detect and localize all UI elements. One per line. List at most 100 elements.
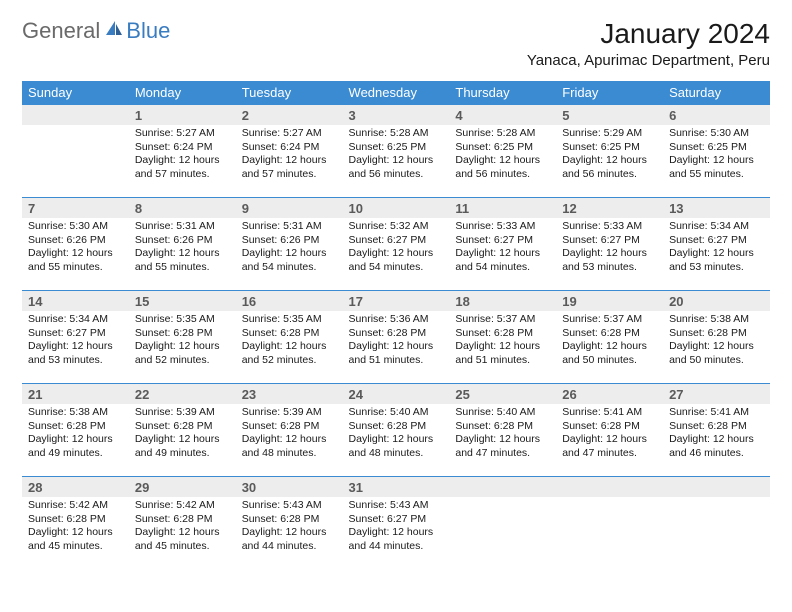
day-number: 25 [449,384,556,404]
sunset-line: Sunset: 6:28 PM [669,327,764,341]
calendar-cell [556,477,663,570]
day-number: 12 [556,198,663,218]
sunrise-line: Sunrise: 5:27 AM [135,127,230,141]
sunset-line: Sunset: 6:28 PM [135,327,230,341]
day-info: Sunrise: 5:28 AMSunset: 6:25 PMDaylight:… [449,125,556,186]
day-number: 26 [556,384,663,404]
calendar-cell [663,477,770,570]
calendar-cell: 25Sunrise: 5:40 AMSunset: 6:28 PMDayligh… [449,384,556,477]
calendar-cell: 1Sunrise: 5:27 AMSunset: 6:24 PMDaylight… [129,105,236,198]
weekday-header: Monday [129,81,236,105]
day-number: 20 [663,291,770,311]
sunset-line: Sunset: 6:24 PM [135,141,230,155]
calendar-table: Sunday Monday Tuesday Wednesday Thursday… [22,81,770,570]
sunset-line: Sunset: 6:25 PM [455,141,550,155]
day-info: Sunrise: 5:42 AMSunset: 6:28 PMDaylight:… [22,497,129,558]
calendar-cell: 28Sunrise: 5:42 AMSunset: 6:28 PMDayligh… [22,477,129,570]
calendar-cell: 9Sunrise: 5:31 AMSunset: 6:26 PMDaylight… [236,198,343,291]
day-info: Sunrise: 5:34 AMSunset: 6:27 PMDaylight:… [22,311,129,372]
month-title: January 2024 [527,18,770,50]
calendar-cell: 12Sunrise: 5:33 AMSunset: 6:27 PMDayligh… [556,198,663,291]
day-info: Sunrise: 5:29 AMSunset: 6:25 PMDaylight:… [556,125,663,186]
day-number: 18 [449,291,556,311]
day-info: Sunrise: 5:30 AMSunset: 6:25 PMDaylight:… [663,125,770,186]
calendar-cell: 30Sunrise: 5:43 AMSunset: 6:28 PMDayligh… [236,477,343,570]
day-number: 2 [236,105,343,125]
day-info: Sunrise: 5:30 AMSunset: 6:26 PMDaylight:… [22,218,129,279]
sunset-line: Sunset: 6:28 PM [455,420,550,434]
day-info: Sunrise: 5:35 AMSunset: 6:28 PMDaylight:… [236,311,343,372]
sunset-line: Sunset: 6:28 PM [349,327,444,341]
calendar-cell [449,477,556,570]
sunrise-line: Sunrise: 5:28 AM [349,127,444,141]
sunset-line: Sunset: 6:27 PM [349,234,444,248]
calendar-cell: 15Sunrise: 5:35 AMSunset: 6:28 PMDayligh… [129,291,236,384]
day-number: 16 [236,291,343,311]
calendar-cell: 13Sunrise: 5:34 AMSunset: 6:27 PMDayligh… [663,198,770,291]
daylight-line: Daylight: 12 hours and 57 minutes. [135,154,230,181]
day-info: Sunrise: 5:37 AMSunset: 6:28 PMDaylight:… [449,311,556,372]
daylight-line: Daylight: 12 hours and 54 minutes. [349,247,444,274]
daylight-line: Daylight: 12 hours and 50 minutes. [562,340,657,367]
daylight-line: Daylight: 12 hours and 57 minutes. [242,154,337,181]
day-info: Sunrise: 5:43 AMSunset: 6:28 PMDaylight:… [236,497,343,558]
calendar-week-row: 7Sunrise: 5:30 AMSunset: 6:26 PMDaylight… [22,198,770,291]
day-info: Sunrise: 5:31 AMSunset: 6:26 PMDaylight:… [129,218,236,279]
calendar-cell: 7Sunrise: 5:30 AMSunset: 6:26 PMDaylight… [22,198,129,291]
logo: General Blue [22,18,170,44]
sunrise-line: Sunrise: 5:37 AM [562,313,657,327]
daylight-line: Daylight: 12 hours and 48 minutes. [349,433,444,460]
sunset-line: Sunset: 6:27 PM [28,327,123,341]
calendar-cell: 31Sunrise: 5:43 AMSunset: 6:27 PMDayligh… [343,477,450,570]
calendar-cell: 11Sunrise: 5:33 AMSunset: 6:27 PMDayligh… [449,198,556,291]
calendar-cell: 5Sunrise: 5:29 AMSunset: 6:25 PMDaylight… [556,105,663,198]
day-number: 17 [343,291,450,311]
sunrise-line: Sunrise: 5:39 AM [135,406,230,420]
daylight-line: Daylight: 12 hours and 51 minutes. [455,340,550,367]
weekday-header-row: Sunday Monday Tuesday Wednesday Thursday… [22,81,770,105]
sunset-line: Sunset: 6:28 PM [28,513,123,527]
daylight-line: Daylight: 12 hours and 55 minutes. [28,247,123,274]
calendar-cell: 21Sunrise: 5:38 AMSunset: 6:28 PMDayligh… [22,384,129,477]
weekday-header: Thursday [449,81,556,105]
sunset-line: Sunset: 6:25 PM [562,141,657,155]
day-info: Sunrise: 5:35 AMSunset: 6:28 PMDaylight:… [129,311,236,372]
logo-sail-icon [104,20,124,43]
weekday-header: Tuesday [236,81,343,105]
sunrise-line: Sunrise: 5:40 AM [455,406,550,420]
calendar-cell: 8Sunrise: 5:31 AMSunset: 6:26 PMDaylight… [129,198,236,291]
daylight-line: Daylight: 12 hours and 51 minutes. [349,340,444,367]
sunrise-line: Sunrise: 5:40 AM [349,406,444,420]
daylight-line: Daylight: 12 hours and 49 minutes. [135,433,230,460]
calendar-cell: 10Sunrise: 5:32 AMSunset: 6:27 PMDayligh… [343,198,450,291]
day-info: Sunrise: 5:41 AMSunset: 6:28 PMDaylight:… [663,404,770,465]
day-number: 4 [449,105,556,125]
daylight-line: Daylight: 12 hours and 55 minutes. [669,154,764,181]
sunset-line: Sunset: 6:26 PM [28,234,123,248]
sunset-line: Sunset: 6:28 PM [242,420,337,434]
calendar-cell [22,105,129,198]
calendar-cell: 3Sunrise: 5:28 AMSunset: 6:25 PMDaylight… [343,105,450,198]
day-info: Sunrise: 5:39 AMSunset: 6:28 PMDaylight:… [236,404,343,465]
day-number: 31 [343,477,450,497]
sunrise-line: Sunrise: 5:42 AM [135,499,230,513]
weekday-header: Friday [556,81,663,105]
empty-day [663,477,770,497]
day-number: 29 [129,477,236,497]
sunset-line: Sunset: 6:28 PM [562,327,657,341]
day-number: 6 [663,105,770,125]
weekday-header: Saturday [663,81,770,105]
day-info: Sunrise: 5:39 AMSunset: 6:28 PMDaylight:… [129,404,236,465]
sunset-line: Sunset: 6:28 PM [135,513,230,527]
daylight-line: Daylight: 12 hours and 53 minutes. [562,247,657,274]
calendar-cell: 20Sunrise: 5:38 AMSunset: 6:28 PMDayligh… [663,291,770,384]
sunset-line: Sunset: 6:27 PM [455,234,550,248]
sunrise-line: Sunrise: 5:41 AM [562,406,657,420]
day-number: 13 [663,198,770,218]
calendar-cell: 22Sunrise: 5:39 AMSunset: 6:28 PMDayligh… [129,384,236,477]
day-info: Sunrise: 5:33 AMSunset: 6:27 PMDaylight:… [556,218,663,279]
daylight-line: Daylight: 12 hours and 46 minutes. [669,433,764,460]
daylight-line: Daylight: 12 hours and 50 minutes. [669,340,764,367]
empty-day [449,477,556,497]
sunset-line: Sunset: 6:28 PM [242,513,337,527]
